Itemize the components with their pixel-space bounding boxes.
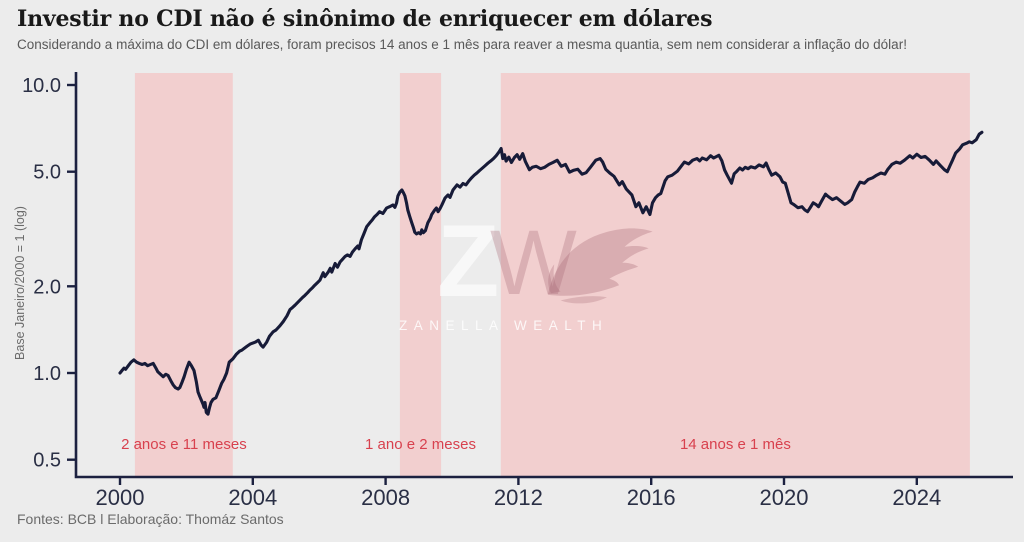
x-tick-label: 2012	[494, 485, 543, 510]
drawdown-annotation: 14 anos e 1 mês	[679, 436, 791, 453]
page-subtitle: Considerando a máxima do CDI em dólares,…	[17, 37, 907, 52]
zanella-wealth-watermark: Z W ZANELLA WEALTH	[395, 204, 660, 340]
y-tick-label: 0.5	[33, 450, 61, 472]
x-tick-label: 2004	[228, 485, 277, 510]
y-tick-label: 1.0	[33, 363, 61, 385]
watermark-wordmark: ZANELLA WEALTH	[399, 318, 609, 333]
x-tick-label: 2016	[627, 485, 676, 510]
drawdown-annotation: 2 anos e 11 meses	[121, 436, 247, 453]
x-tick-label: 2000	[96, 485, 145, 510]
drawdown-annotation: 1 ano e 2 meses	[365, 436, 476, 453]
y-tick-label: 5.0	[33, 162, 61, 184]
eagle-wing-icon	[547, 228, 653, 304]
y-axis-title: Base Janeiro/2000 = 1 (log)	[13, 206, 27, 360]
x-tick-label: 2008	[361, 485, 410, 510]
page-title: Investir no CDI não é sinônimo de enriqu…	[17, 6, 713, 32]
x-tick-label: 2024	[892, 485, 941, 510]
y-tick-label: 2.0	[33, 276, 61, 298]
drawdown-band	[134, 73, 233, 477]
source-credit: Fontes: BCB l Elaboração: Thomáz Santos	[17, 511, 284, 527]
y-tick-label: 10.0	[22, 75, 61, 97]
x-tick-label: 2020	[760, 485, 809, 510]
